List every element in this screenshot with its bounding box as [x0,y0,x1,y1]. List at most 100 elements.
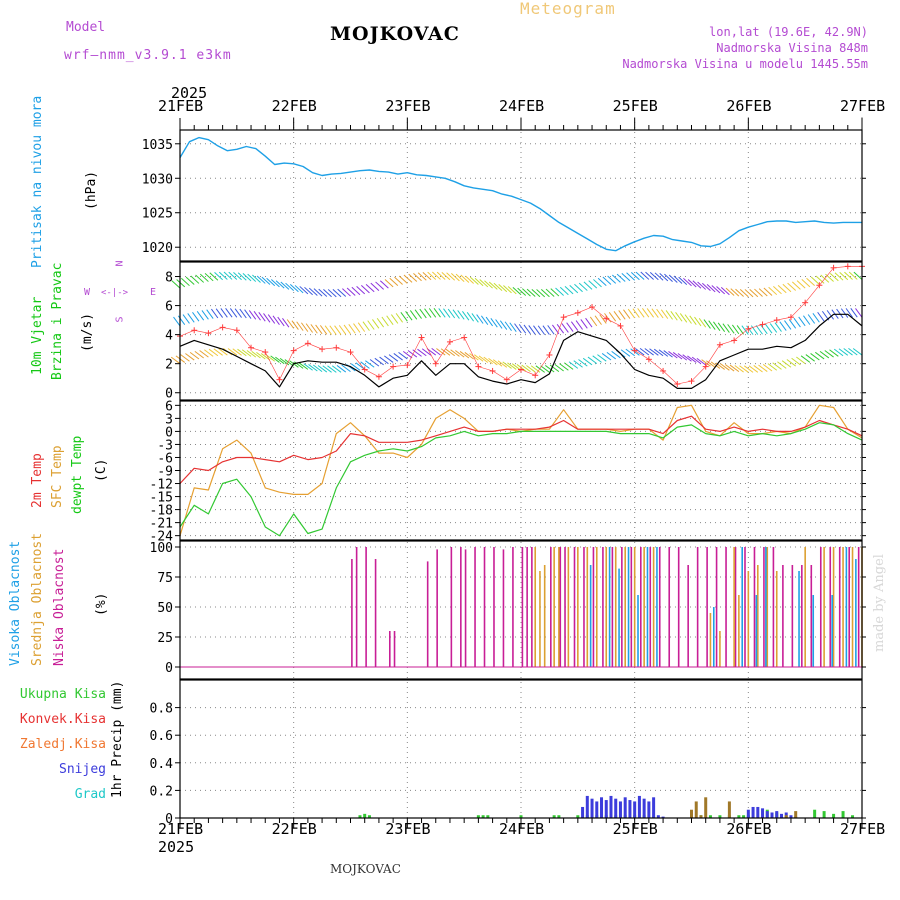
wind-barb [476,314,484,324]
temp2m-line [179,415,863,484]
wind-barb [517,287,527,296]
precip-bar-ukupna-kisa [557,815,561,818]
wind-barb [594,315,602,325]
wind-barb [252,274,261,283]
wind-barb [263,313,271,323]
wind-barb [360,361,370,369]
wind-barb [398,351,408,360]
wind-barb [395,313,404,323]
wind-barb [450,273,460,282]
wind-barb [247,273,257,282]
wind-tick-label: 8 [165,271,173,286]
wind-barb [611,350,621,359]
cloud-tick-label: 25 [157,631,173,646]
wind-barb [318,288,328,297]
wind-barb [244,309,252,319]
wind-barb [683,277,692,287]
temp-tick-label: -12 [150,478,173,493]
precip-bar-zaledj-kisa [727,801,731,818]
wind-barb [523,324,531,335]
wind-barb [223,271,233,280]
wind-barb [512,286,522,296]
day-label-bottom-21FEB: 21FEB [158,820,204,838]
wind-barb [848,271,858,280]
wind-barb [282,317,290,328]
wind-barb [521,364,531,373]
wind-barb [485,316,493,327]
day-label-top-25FEB: 25FEB [612,97,658,115]
wind-barb [786,359,796,367]
wind-barb [713,321,721,331]
wind-barb [569,285,579,294]
wind-barb [767,363,778,371]
compass-w: W [84,287,91,298]
wind-barb [627,308,636,319]
wind-barb [258,312,266,322]
wind-barb [518,324,527,334]
wind-barb [417,348,427,357]
wind-barb [587,356,598,365]
wind-barb [403,274,413,283]
wind-barb [769,323,778,333]
wind-barb [716,286,725,295]
wind-barb [578,359,588,367]
temp-tick-label: -18 [150,504,173,519]
wind-barb [342,288,351,297]
wind-barb [815,275,825,284]
wind-barb [436,271,446,280]
wind-barb [303,363,313,371]
wind-barb [239,308,247,319]
wind-barb [839,271,849,281]
wind-barb [755,325,763,335]
precip-bar-snijeg [656,815,660,818]
wind-barb [402,350,413,359]
wind-barb [490,318,498,328]
wind-barb [645,271,654,280]
wind-barb [327,365,337,373]
precip-bar-ukupna-kisa [476,815,480,818]
wind-barb [574,283,583,293]
day-label-bottom-24FEB: 24FEB [499,820,545,838]
wind-barb [173,316,181,327]
wind-barb [616,273,626,282]
wind-barb [350,363,361,371]
wind-barb [398,275,408,284]
wind-barb [774,322,782,332]
wind-barb [357,322,366,332]
wind-barb [407,350,418,358]
wind-barb [554,364,564,372]
wind-barb [334,325,342,335]
legend-total-rain: Ukupna Kisa [19,687,106,702]
wind-barb [208,348,219,357]
wind-barb [535,365,545,373]
precip-bar-ukupna-kisa [832,813,836,818]
precip-bar-ukupna-kisa [486,815,490,818]
precip-bar-snijeg [661,816,665,818]
wind-barb [762,363,773,372]
precip-bar-snijeg [581,806,585,818]
wind-barb [176,279,186,288]
wind-barb [251,350,261,359]
wind-barb [271,279,280,288]
wind-barb [549,364,560,372]
wind-barb [734,365,744,373]
wind-barb [346,287,356,296]
wind-barb [507,362,517,370]
wind-barb [711,285,721,294]
precip-bar-zaledj-kisa [694,801,698,818]
wind-barb [784,320,792,330]
wind-barb [833,348,844,357]
precip-bar-snijeg [585,795,589,818]
wind-barb [753,365,763,373]
wind-barb [317,365,328,373]
precip-bar-snijeg [637,795,641,818]
wind-barb [421,348,432,356]
wind-barb [675,312,683,322]
wind-barb [455,350,465,358]
temp-tick-label: -3 [157,438,173,453]
precip-bar-snijeg [775,811,779,818]
wind-barb [465,275,474,284]
wind-barb [466,312,475,322]
wind-barb [480,315,489,326]
wind-barb [299,286,309,295]
